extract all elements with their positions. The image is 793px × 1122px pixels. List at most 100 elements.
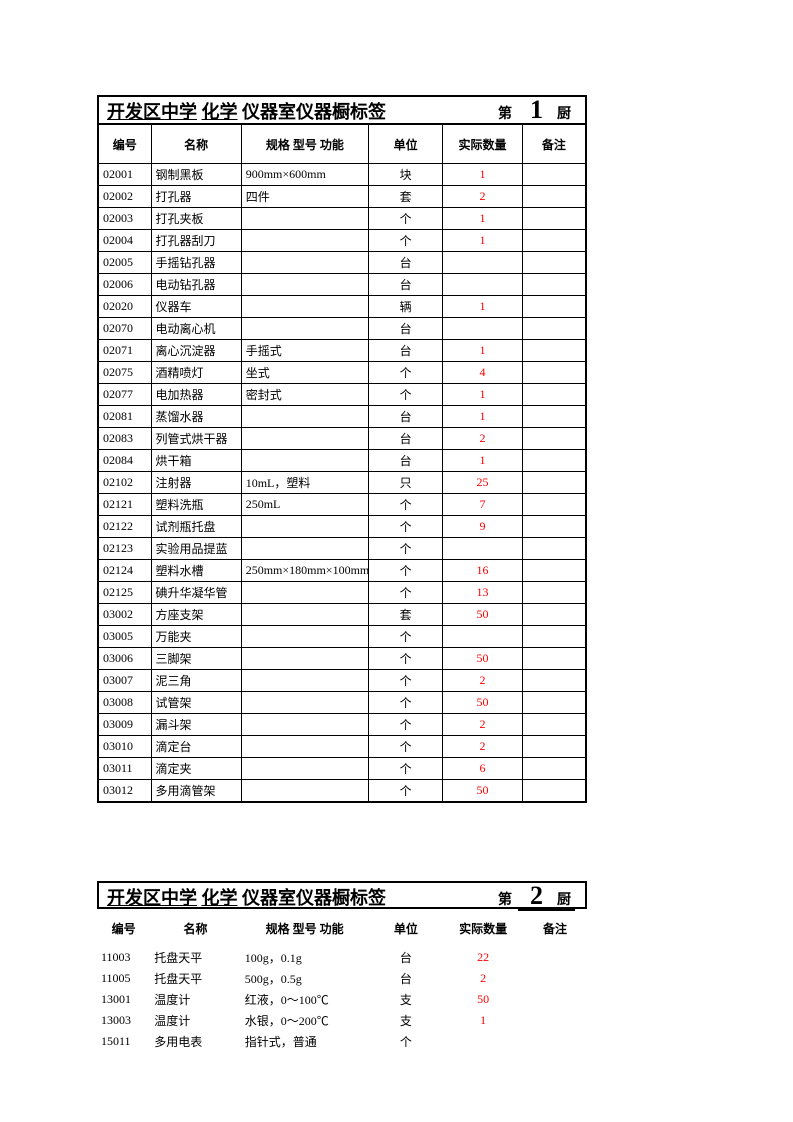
- cabinet-2-table: 编号 名称 规格 型号 功能 单位 实际数量 备注 11003托盘天平100g，…: [97, 909, 587, 1052]
- table-cell: 温度计: [150, 989, 241, 1010]
- table-cell: [522, 648, 586, 670]
- table-cell: [443, 538, 523, 560]
- table-cell: [522, 714, 586, 736]
- table-cell: [522, 362, 586, 384]
- table-row: 02075酒精喷灯坐式个4: [98, 362, 586, 384]
- table-row: 03007泥三角个2: [98, 670, 586, 692]
- table-cell: 坐式: [241, 362, 368, 384]
- title-text-1: 开发区中学 化学 仪器室仪器橱标签: [107, 98, 386, 124]
- table-cell: 13003: [97, 1010, 150, 1031]
- table-cell: 03009: [98, 714, 151, 736]
- table-cell: 滴定夹: [151, 758, 241, 780]
- table-cell: 万能夹: [151, 626, 241, 648]
- table-cell: [443, 626, 523, 648]
- table-cell: 个: [369, 714, 443, 736]
- table-cell: 个: [369, 516, 443, 538]
- table-cell: [241, 604, 368, 626]
- table-cell: 支: [369, 989, 444, 1010]
- table-cell: 个: [369, 208, 443, 230]
- table-cell: 试剂瓶托盘: [151, 516, 241, 538]
- table-cell: 03012: [98, 780, 151, 803]
- table-cell: 碘升华凝华管: [151, 582, 241, 604]
- table-row: 13001温度计红液，0～100℃支50: [97, 989, 587, 1010]
- table-cell: [241, 450, 368, 472]
- table-cell: 密封式: [241, 384, 368, 406]
- table-cell: 个: [369, 582, 443, 604]
- table-row: 03010滴定台个2: [98, 736, 586, 758]
- table-cell: 个: [369, 230, 443, 252]
- table-cell: [522, 208, 586, 230]
- table-cell: 方座支架: [151, 604, 241, 626]
- table-cell: 仪器车: [151, 296, 241, 318]
- table-cell: 个: [369, 362, 443, 384]
- title-rest-2: 仪器室仪器橱标签: [242, 888, 386, 908]
- table-cell: 2: [443, 736, 523, 758]
- table-cell: 50: [443, 989, 523, 1010]
- table-cell: [443, 274, 523, 296]
- table-cell: 11003: [97, 947, 150, 968]
- table-cell: 多用电表: [150, 1031, 241, 1052]
- cabinet-1-title: 开发区中学 化学 仪器室仪器橱标签 第 1 厨: [97, 95, 587, 123]
- table-cell: 台: [369, 947, 444, 968]
- table-cell: 1: [443, 340, 523, 362]
- table-cell: 6: [443, 758, 523, 780]
- table-row: 03008试管架个50: [98, 692, 586, 714]
- table-cell: 02123: [98, 538, 151, 560]
- table-cell: [522, 692, 586, 714]
- table-cell: 台: [369, 318, 443, 340]
- table-cell: [522, 758, 586, 780]
- table-cell: 25: [443, 472, 523, 494]
- table-cell: [241, 648, 368, 670]
- title-rest-1: 仪器室仪器橱标签: [242, 102, 386, 122]
- header-note: 备注: [523, 909, 587, 947]
- table-cell: [523, 1031, 587, 1052]
- table-cell: [522, 252, 586, 274]
- table-row: 02071离心沉淀器手摇式台1: [98, 340, 586, 362]
- table-cell: 台: [369, 252, 443, 274]
- header-unit: 单位: [369, 124, 443, 164]
- title-text-2: 开发区中学 化学 仪器室仪器橱标签: [107, 884, 386, 910]
- table-cell: 酒精喷灯: [151, 362, 241, 384]
- cabinet-1-block: 开发区中学 化学 仪器室仪器橱标签 第 1 厨 编号 名称 规格 型号 功能 单…: [97, 95, 587, 803]
- header-note: 备注: [522, 124, 586, 164]
- table-cell: 4: [443, 362, 523, 384]
- table-cell: [443, 252, 523, 274]
- table-cell: 02081: [98, 406, 151, 428]
- table-cell: [443, 318, 523, 340]
- table-cell: 指针式，普通: [241, 1031, 369, 1052]
- table-cell: 打孔器: [151, 186, 241, 208]
- table-cell: 托盘天平: [150, 947, 241, 968]
- table-cell: 滴定台: [151, 736, 241, 758]
- table-row: 11003托盘天平100g，0.1g台22: [97, 947, 587, 968]
- table-cell: [522, 296, 586, 318]
- table-cell: 2: [443, 670, 523, 692]
- title-subject-2: 化学: [202, 888, 238, 908]
- table-cell: 列管式烘干器: [151, 428, 241, 450]
- table-cell: 250mm×180mm×100mm: [241, 560, 368, 582]
- table-cell: [241, 582, 368, 604]
- table-cell: 台: [369, 428, 443, 450]
- table-row: 03006三脚架个50: [98, 648, 586, 670]
- table-cell: [241, 758, 368, 780]
- header-name: 名称: [151, 124, 241, 164]
- table-cell: 03008: [98, 692, 151, 714]
- table-cell: 手摇钻孔器: [151, 252, 241, 274]
- table-cell: 漏斗架: [151, 714, 241, 736]
- table-row: 02122试剂瓶托盘个9: [98, 516, 586, 538]
- table-cell: 个: [369, 494, 443, 516]
- table-cell: [443, 1031, 523, 1052]
- table-cell: [241, 428, 368, 450]
- table-cell: 个: [369, 560, 443, 582]
- table-cell: 电加热器: [151, 384, 241, 406]
- table-cell: 台: [369, 340, 443, 362]
- table-cell: [522, 406, 586, 428]
- table-cell: 100g，0.1g: [241, 947, 369, 968]
- table-cell: [241, 318, 368, 340]
- table-cell: 水银，0～200℃: [241, 1010, 369, 1031]
- table-cell: [241, 538, 368, 560]
- header-spec: 规格 型号 功能: [241, 909, 369, 947]
- table-cell: 02002: [98, 186, 151, 208]
- table-cell: 02070: [98, 318, 151, 340]
- table-cell: 02102: [98, 472, 151, 494]
- table-cell: [522, 340, 586, 362]
